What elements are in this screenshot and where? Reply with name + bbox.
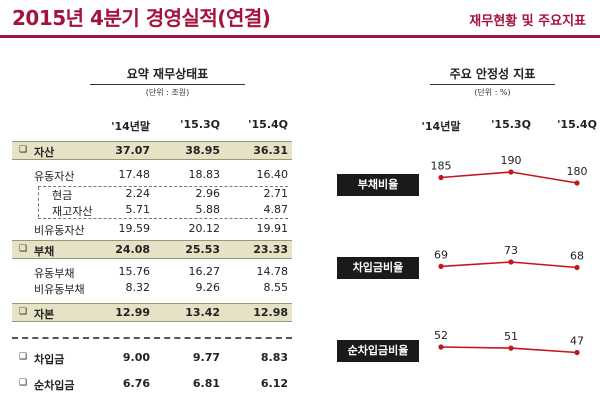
indicator-point-debt-ratio (508, 169, 514, 175)
indicator-col-15-3q: '15.3Q (491, 118, 531, 131)
col-header-15-3q: '15.3Q (180, 118, 220, 131)
cell-value: 2.24 (125, 187, 151, 200)
indicators-unit: (단위 : %) (474, 88, 511, 97)
cell-value: 6.81 (192, 377, 220, 390)
cell-value: 16.40 (256, 168, 289, 181)
table-row-equity: ❑ 자본 12.99 13.42 12.98 (12, 303, 292, 322)
indicator-value-label: 52 (434, 329, 448, 342)
table-row-current-assets: 유동자산 17.48 18.83 16.40 (12, 166, 292, 184)
cell-value: 38.95 (185, 144, 220, 157)
indicator-value-label: 68 (570, 250, 584, 263)
row-label: 현금 (52, 189, 73, 202)
cell-value: 8.32 (125, 281, 151, 294)
indicator-point-borrowing-ratio (438, 263, 444, 269)
indicator-point-net-borrowing-ratio (438, 344, 444, 350)
header-divider (0, 35, 600, 38)
row-label: 자산 (34, 146, 55, 159)
cell-value: 16.27 (188, 265, 221, 278)
cell-value: 4.87 (263, 203, 289, 216)
section-separator (12, 337, 292, 339)
cell-value: 9.77 (192, 351, 220, 364)
cell-value: 6.76 (122, 377, 150, 390)
cell-value: 12.99 (115, 306, 150, 319)
row-label: 유동부채 (34, 267, 75, 280)
cell-value: 19.91 (256, 222, 289, 235)
indicator-point-net-borrowing-ratio (508, 345, 514, 351)
summary-title: 요약 재무상태표 (90, 65, 245, 85)
col-header-15-4q: '15.4Q (248, 118, 288, 131)
table-row-noncurrent-liabilities: 비유동부채 8.32 9.26 8.55 (12, 279, 292, 297)
dashed-divider (38, 186, 288, 187)
cell-value: 19.59 (118, 222, 151, 235)
indicators-title: 주요 안정성 지표 (430, 65, 555, 85)
indicator-point-debt-ratio (438, 174, 444, 181)
row-label: 재고자산 (52, 205, 93, 218)
indicator-value-label: 180 (567, 165, 588, 178)
section-title: 재무현황 및 주요지표 (469, 14, 586, 29)
table-row-liabilities: ❑ 부채 24.08 25.53 23.33 (12, 240, 292, 259)
indicator-value-label: 73 (504, 244, 518, 257)
indicator-value-label: 69 (434, 248, 448, 261)
indicator-point-borrowing-ratio (574, 264, 580, 271)
cell-value: 5.88 (195, 203, 221, 216)
cell-value: 25.53 (185, 243, 220, 256)
checkbox-icon: ❑ (19, 352, 28, 362)
table-row-assets: ❑ 자산 37.07 38.95 36.31 (12, 141, 292, 160)
indicator-label-net-borrowing-ratio: 순차입금비율 (337, 340, 419, 362)
cell-value: 12.98 (253, 306, 288, 319)
cell-value: 37.07 (115, 144, 150, 157)
indicator-point-debt-ratio (574, 180, 580, 186)
cell-value: 20.12 (188, 222, 221, 235)
row-label: 비유동자산 (34, 224, 85, 237)
cell-value: 2.71 (263, 187, 289, 200)
checkbox-icon: ❑ (19, 145, 28, 155)
cell-value: 15.76 (118, 265, 151, 278)
checkbox-icon: ❑ (19, 307, 28, 317)
row-label: 부채 (34, 245, 55, 258)
indicator-value-label: 190 (501, 154, 522, 167)
table-row-net-borrowings: ❑ 순차입금 6.76 6.81 6.12 (12, 375, 292, 393)
dashed-divider (38, 218, 288, 219)
row-label: 차입금 (34, 353, 65, 366)
row-label: 유동자산 (34, 170, 75, 183)
cell-value: 14.78 (256, 265, 289, 278)
row-label: 비유동부채 (34, 283, 85, 296)
row-label: 자본 (34, 308, 55, 321)
indicator-value-label: 185 (431, 160, 452, 173)
table-row-noncurrent-assets: 비유동자산 19.59 20.12 19.91 (12, 220, 292, 238)
col-header-14end: '14년말 (111, 120, 150, 133)
summary-unit: (단위 : 조원) (145, 88, 190, 97)
cell-value: 36.31 (253, 144, 288, 157)
row-label: 순차입금 (34, 379, 75, 392)
checkbox-icon: ❑ (19, 378, 28, 388)
cell-value: 8.55 (263, 281, 289, 294)
cell-value: 9.00 (122, 351, 150, 364)
indicator-point-net-borrowing-ratio (574, 349, 580, 356)
indicator-value-label: 51 (504, 330, 518, 343)
indicator-label-borrowing-ratio: 차입금비율 (337, 257, 419, 279)
cell-value: 6.12 (260, 377, 288, 390)
indicator-label-debt-ratio: 부채비율 (337, 174, 419, 196)
cell-value: 18.83 (188, 168, 221, 181)
dashed-bracket (38, 187, 39, 217)
cell-value: 8.83 (260, 351, 288, 364)
table-row-borrowings: ❑ 차입금 9.00 9.77 8.83 (12, 349, 292, 367)
cell-value: 23.33 (253, 243, 288, 256)
table-row-inventory: 재고자산 5.71 5.88 4.87 (12, 201, 292, 219)
cell-value: 2.96 (195, 187, 221, 200)
checkbox-icon: ❑ (19, 244, 28, 254)
indicator-value-label: 47 (570, 335, 584, 348)
indicator-point-borrowing-ratio (508, 259, 514, 265)
cell-value: 9.26 (195, 281, 221, 294)
indicator-col-14end: '14년말 (421, 120, 461, 133)
table-row-cash: 현금 2.24 2.96 2.71 (12, 185, 292, 203)
cell-value: 24.08 (115, 243, 150, 256)
page-title: 2015년 4분기 경영실적(연결) (12, 6, 271, 30)
cell-value: 17.48 (118, 168, 151, 181)
table-row-current-liabilities: 유동부채 15.76 16.27 14.78 (12, 263, 292, 281)
cell-value: 13.42 (185, 306, 220, 319)
indicator-col-15-4q: '15.4Q (557, 118, 597, 131)
cell-value: 5.71 (125, 203, 151, 216)
